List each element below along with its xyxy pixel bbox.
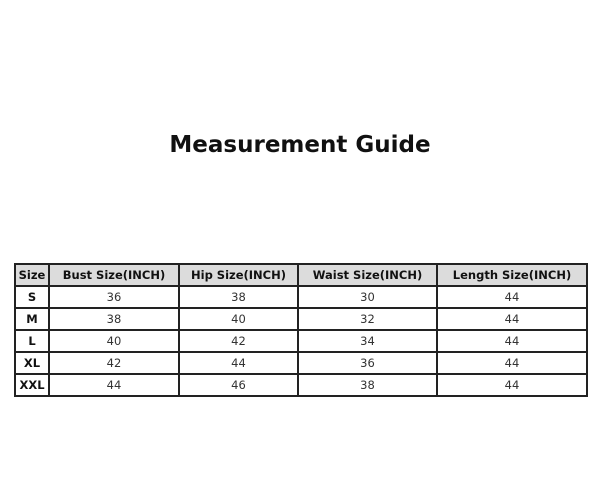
size-cell: L — [14, 329, 50, 353]
table-row: L 40 42 34 44 — [14, 329, 588, 353]
table-cell: 44 — [436, 307, 588, 331]
table-cell: 42 — [48, 351, 180, 375]
table-cell: 44 — [436, 285, 588, 309]
table-cell: 46 — [178, 373, 299, 397]
table-cell: 36 — [48, 285, 180, 309]
column-header: Bust Size(INCH) — [48, 263, 180, 287]
table-cell: 38 — [48, 307, 180, 331]
table-cell: 44 — [178, 351, 299, 375]
size-cell: M — [14, 307, 50, 331]
table-cell: 32 — [297, 307, 438, 331]
table-cell: 36 — [297, 351, 438, 375]
measurement-table: Size Bust Size(INCH) Hip Size(INCH) Waist S… — [14, 263, 588, 397]
table-row: M 38 40 32 44 — [14, 307, 588, 331]
table-cell: 34 — [297, 329, 438, 353]
table-row: XL 42 44 36 44 — [14, 351, 588, 375]
column-header: Length Size(INCH) — [436, 263, 588, 287]
size-cell: S — [14, 285, 50, 309]
table-cell: 40 — [178, 307, 299, 331]
table-cell: 30 — [297, 285, 438, 309]
table-cell: 44 — [48, 373, 180, 397]
table-cell: 44 — [436, 373, 588, 397]
table-row: XXL 44 46 38 44 — [14, 373, 588, 397]
column-header: Hip Size(INCH) — [178, 263, 299, 287]
column-header: Waist Size(INCH) — [297, 263, 438, 287]
table-row: S 36 38 30 44 — [14, 285, 588, 309]
table-cell: 44 — [436, 351, 588, 375]
size-cell: XXL — [14, 373, 50, 397]
table-cell: 40 — [48, 329, 180, 353]
size-cell: XL — [14, 351, 50, 375]
column-header: Size — [14, 263, 50, 287]
table-cell: 42 — [178, 329, 299, 353]
table-cell: 38 — [178, 285, 299, 309]
table-header-row: Size Bust Size(INCH) Hip Size(INCH) Waist S… — [14, 263, 588, 287]
table-cell: 44 — [436, 329, 588, 353]
table-cell: 38 — [297, 373, 438, 397]
page-title: Measurement Guide — [169, 132, 431, 158]
